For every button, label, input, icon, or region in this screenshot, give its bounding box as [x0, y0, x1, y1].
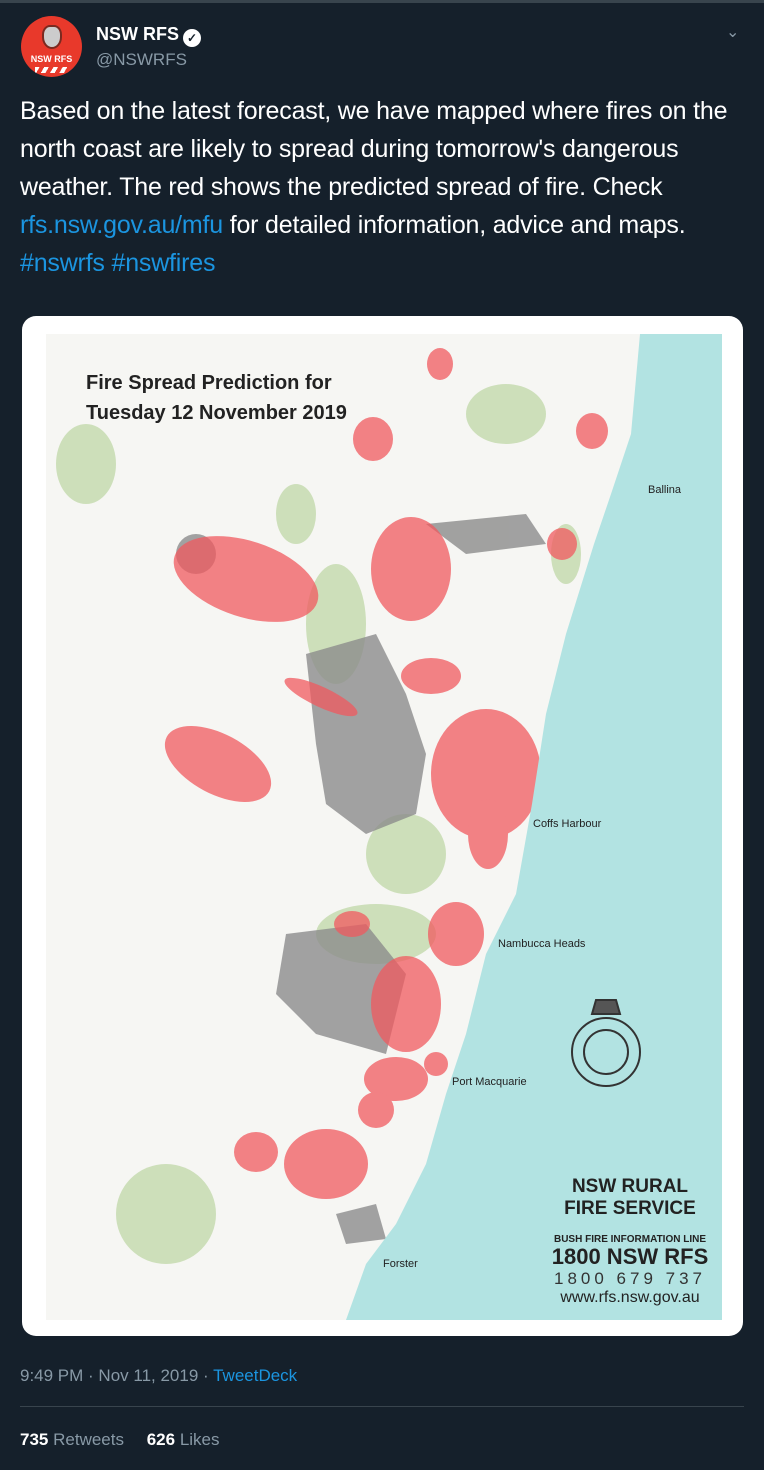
phone-number: 1800 679 737: [554, 1269, 706, 1288]
timestamp[interactable]: 9:49 PM · Nov 11, 2019 ·: [20, 1366, 214, 1385]
chevron-down-icon[interactable]: ⌄: [726, 24, 740, 41]
info-line-label: BUSH FIRE INFORMATION LINE: [553, 1234, 707, 1245]
place-label: Forster: [383, 1258, 418, 1270]
tweet-text-part: Based on the latest forecast, we have ma…: [20, 97, 728, 201]
map-title-line: Fire Spread Prediction for: [86, 372, 332, 394]
tweet-image[interactable]: Fire Spread Prediction for Tuesday 12 Nov…: [22, 316, 743, 1336]
map-graphic: [46, 334, 722, 1320]
hashtag-link[interactable]: #nswrfs: [20, 249, 105, 277]
map-title-line: Tuesday 12 November 2019: [86, 402, 347, 424]
divider: [20, 1406, 744, 1407]
forest-areas: [56, 384, 581, 1264]
retweet-count: 735: [20, 1430, 49, 1449]
verified-badge-icon: ✓: [183, 29, 201, 47]
user-handle[interactable]: @NSWRFS: [96, 50, 187, 69]
map-title: Fire Spread Prediction for Tuesday 12 Nov…: [86, 368, 347, 428]
tweet-text-part: for detailed information, advice and map…: [222, 211, 686, 239]
place-label: Port Macquarie: [452, 1076, 527, 1088]
like-label: Likes: [179, 1430, 220, 1449]
ocean: [346, 334, 722, 1320]
website: www.rfs.nsw.gov.au: [560, 1289, 700, 1306]
like-count: 626: [146, 1430, 176, 1449]
tweet-text: Based on the latest forecast, we have ma…: [20, 92, 750, 282]
display-name[interactable]: NSW RFS ✓: [96, 24, 201, 47]
likes-stat[interactable]: 626 Likes: [147, 1430, 220, 1449]
tweet-meta: 9:49 PM · Nov 11, 2019 · TweetDeck: [20, 1366, 297, 1386]
display-name-text: NSW RFS: [96, 24, 179, 44]
org-name: NSW RURAL: [571, 1176, 689, 1197]
fire-map: Fire Spread Prediction for Tuesday 12 Nov…: [46, 334, 722, 1320]
avatar-text: NSW RFS: [30, 54, 73, 64]
avatar[interactable]: NSW RFS: [21, 16, 82, 77]
divider: [0, 0, 764, 3]
source-link[interactable]: TweetDeck: [213, 1366, 298, 1385]
hashtag-link[interactable]: #nswfires: [111, 249, 216, 277]
rfs-crest-logo: [571, 999, 641, 1087]
place-label: Ballina: [648, 484, 682, 496]
retweet-label: Retweets: [53, 1430, 124, 1449]
rfs-logo-block: NSW RURAL FIRE SERVICE BUSH FIRE INFORMA…: [542, 1176, 718, 1307]
tweet-stats: 735 Retweets 626 Likes: [20, 1430, 220, 1450]
tweet-link[interactable]: rfs.nsw.gov.au/mfu: [20, 211, 223, 239]
predicted-fire-spread: [164, 348, 608, 1199]
org-name: FIRE SERVICE: [564, 1198, 696, 1219]
stripes-decoration: [35, 67, 69, 73]
phone-word: 1800 NSW RFS: [551, 1244, 709, 1269]
place-label: Coffs Harbour: [533, 818, 602, 830]
retweets-stat[interactable]: 735 Retweets: [20, 1430, 124, 1449]
rfs-crest-icon: [42, 25, 62, 49]
place-label: Nambucca Heads: [498, 938, 586, 950]
